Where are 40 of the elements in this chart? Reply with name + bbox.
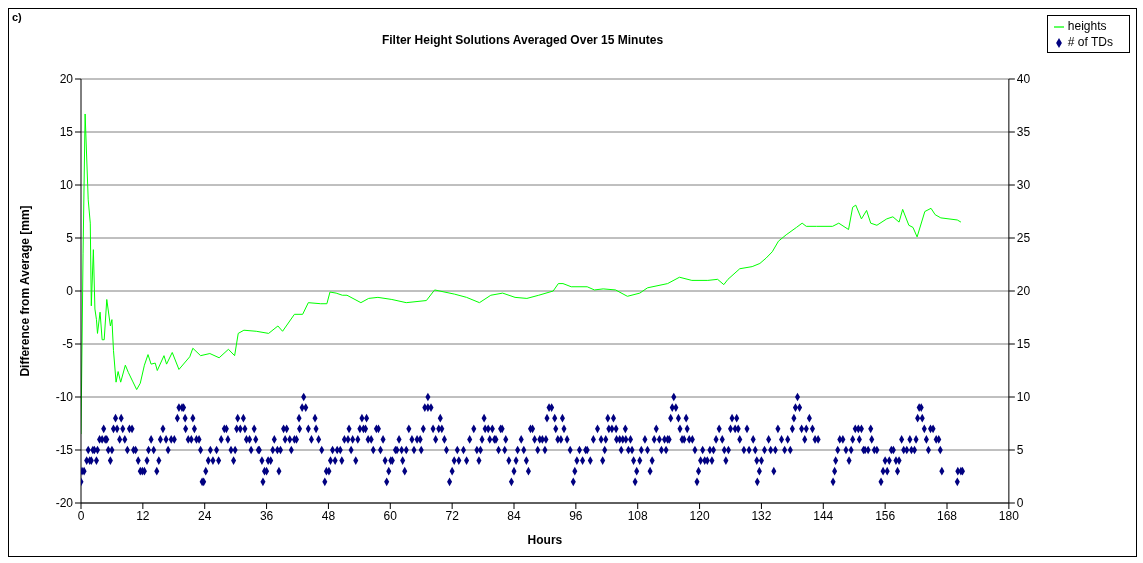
y-tick-label: -5 <box>62 337 74 352</box>
x-tick-label: 84 <box>507 508 521 523</box>
x-tick-label: 36 <box>259 508 274 523</box>
x-tick-label: 0 <box>77 508 85 523</box>
x-tick-label: 168 <box>936 508 958 523</box>
x-tick-label: 12 <box>136 508 150 523</box>
y-tick-label: -15 <box>55 443 74 458</box>
y2-tick-label: 25 <box>1016 231 1031 246</box>
y2-tick-label: 30 <box>1016 178 1031 193</box>
legend-label: heights <box>1067 19 1107 33</box>
x-tick-label: 144 <box>813 508 834 523</box>
x-tick-label: 156 <box>875 508 896 523</box>
chart-title: Filter Height Solutions Averaged Over 15 Minutes <box>380 33 665 47</box>
y-tick-label: -10 <box>55 390 74 405</box>
x-tick-label: 48 <box>321 508 336 523</box>
x-axis-title: Hours <box>527 533 563 547</box>
y2-tick-label: 0 <box>1016 496 1024 511</box>
x-tick-label: 24 <box>198 508 212 523</box>
y2-tick-label: 40 <box>1016 72 1031 87</box>
x-tick-label: 96 <box>569 508 583 523</box>
legend-label: # of TDs <box>1067 35 1113 49</box>
y2-tick-label: 10 <box>1016 390 1031 405</box>
x-tick-label: 60 <box>383 508 398 523</box>
y-tick-label: -20 <box>55 496 74 511</box>
x-tick-label: 180 <box>998 508 1020 523</box>
y-tick-label: 0 <box>66 284 74 299</box>
x-tick-label: 108 <box>627 508 649 523</box>
y2-tick-label: 20 <box>1016 284 1031 299</box>
y2-tick-label: 35 <box>1016 125 1031 140</box>
y-tick-label: 20 <box>59 72 74 87</box>
y-tick-label: 10 <box>59 178 74 193</box>
text: c) <box>12 11 22 23</box>
y2-tick-label: 15 <box>1016 337 1031 352</box>
x-tick-label: 132 <box>751 508 772 523</box>
y-tick-label: 15 <box>59 125 74 140</box>
y2-tick-label: 5 <box>1016 443 1024 458</box>
x-tick-label: 72 <box>445 508 460 523</box>
y-tick-label: 5 <box>66 231 74 246</box>
y-axis-title: Difference from Average [mm] <box>18 205 33 377</box>
x-tick-label: 120 <box>689 508 710 523</box>
